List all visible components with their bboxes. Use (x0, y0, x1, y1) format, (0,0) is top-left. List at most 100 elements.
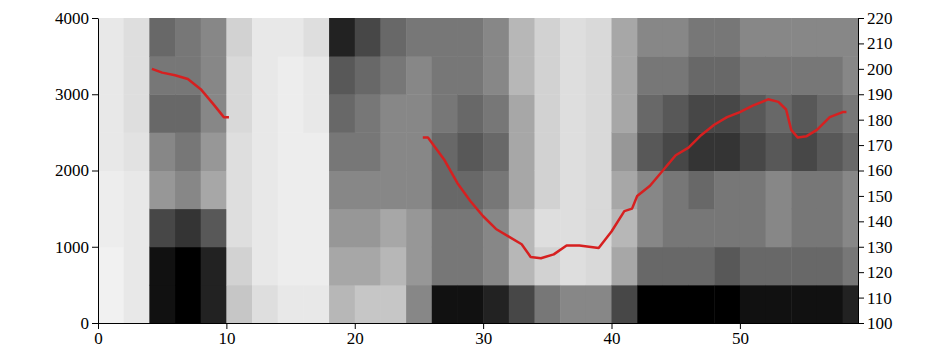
y-axis: 01000200030004000 (55, 9, 99, 333)
spectrogram-cell (483, 247, 509, 286)
y2-axis-tick-label: 190 (867, 85, 893, 104)
y2-axis-tick: 190 (858, 85, 893, 104)
spectrogram-cell (534, 56, 560, 95)
spectrogram-cell (329, 209, 355, 248)
spectrogram-cell (663, 247, 689, 286)
spectrogram-cell (766, 132, 792, 171)
y-axis-tick: 4000 (55, 9, 98, 28)
spectrogram-cell (303, 132, 329, 171)
spectrogram-cell (201, 132, 227, 171)
spectrogram-cell (791, 94, 817, 133)
spectrogram-cell (201, 94, 227, 133)
y-axis-tick-label: 4000 (55, 9, 89, 28)
spectrogram-cell (329, 94, 355, 133)
spectrogram-cell (355, 56, 381, 95)
spectrogram-cell (457, 247, 483, 286)
y2-axis-tick-label: 100 (867, 314, 893, 333)
x-axis-tick: 0 (94, 323, 103, 348)
x-axis-tick: 50 (732, 323, 749, 348)
spectrogram-cell (714, 171, 740, 210)
spectrogram-cell (432, 247, 458, 286)
spectrogram-cell (380, 132, 406, 171)
spectrogram-cell (663, 285, 689, 323)
spectrogram-cell (483, 285, 509, 323)
spectrogram-cell (252, 94, 278, 133)
y2-axis-tick-mark (858, 171, 864, 172)
y2-axis-tick-label: 120 (867, 263, 893, 282)
spectrogram-cell (586, 285, 612, 323)
spectrogram-cell (817, 132, 843, 171)
x-axis-tick: 10 (218, 323, 235, 348)
spectrogram-cell (483, 56, 509, 95)
spectrogram-cell (201, 247, 227, 286)
x-axis: 01020304050 (94, 323, 858, 348)
spectrogram-cell (740, 18, 766, 57)
plot: 0102030405001000200030004000100110120130… (55, 9, 893, 348)
spectrogram-cell (843, 56, 858, 95)
spectrogram-cell (766, 18, 792, 57)
spectrogram-cell (817, 18, 843, 57)
spectrogram-cell (355, 132, 381, 171)
spectrogram-cell (637, 94, 663, 133)
y-axis-tick-mark (92, 323, 98, 324)
spectrogram-cell (843, 132, 858, 171)
spectrogram-cell (534, 285, 560, 323)
spectrogram-cell (175, 94, 201, 133)
spectrogram-cell (740, 171, 766, 210)
y2-axis-tick-label: 180 (867, 111, 893, 130)
spectrogram-cell (612, 247, 638, 286)
spectrogram-cell (124, 247, 150, 286)
spectrogram-cell (817, 285, 843, 323)
y2-axis-tick-label: 140 (867, 212, 893, 231)
spectrogram-cell (586, 247, 612, 286)
y2-axis-tick: 210 (858, 34, 893, 53)
spectrogram-cell (817, 171, 843, 210)
spectrogram-cell (201, 56, 227, 95)
y2-axis-tick-label: 210 (867, 34, 893, 53)
spectrogram-cell (303, 171, 329, 210)
spectrogram-cell (380, 56, 406, 95)
spectrogram-cell (252, 209, 278, 248)
spectrogram-cell (509, 171, 535, 210)
spectrogram-cell (663, 18, 689, 57)
spectrogram-cell (432, 209, 458, 248)
spectrogram-cell (612, 285, 638, 323)
spectrogram-cell (509, 209, 535, 248)
y-axis-tick-mark (92, 171, 98, 172)
spectrogram-cell (406, 18, 432, 57)
spectrogram-cell (278, 171, 304, 210)
spectrogram-cell (278, 285, 304, 323)
spectrogram-cell (586, 171, 612, 210)
spectrogram-cell (586, 132, 612, 171)
y2-axis-tick-label: 130 (867, 238, 893, 257)
spectrogram-cell (175, 209, 201, 248)
spectrogram-cell (432, 18, 458, 57)
x-axis-tick: 20 (347, 323, 364, 348)
spectrogram-cell (278, 18, 304, 57)
x-axis-tick-label: 20 (347, 329, 364, 348)
y2-axis-tick: 130 (858, 238, 893, 257)
spectrogram-cell (432, 56, 458, 95)
spectrogram-cell (380, 209, 406, 248)
x-axis-tick: 40 (604, 323, 621, 348)
spectrogram-cell (226, 285, 252, 323)
x-axis-tick-label: 10 (218, 329, 235, 348)
spectrogram-cell (637, 285, 663, 323)
spectrogram-cell (355, 285, 381, 323)
spectrogram-cell (226, 209, 252, 248)
spectrogram-cell (329, 18, 355, 57)
spectrogram-cell (124, 285, 150, 323)
spectrogram-cell (201, 18, 227, 57)
spectrogram-cell (380, 94, 406, 133)
spectrogram-cell (791, 56, 817, 95)
spectrogram-cell (406, 171, 432, 210)
spectrogram-cell (175, 247, 201, 286)
spectrogram-cell (226, 56, 252, 95)
spectrogram-cell (612, 18, 638, 57)
spectrogram-cell (175, 132, 201, 171)
spectrogram-cell (98, 209, 124, 248)
spectrogram-cell (689, 18, 715, 57)
spectrogram-cell (689, 209, 715, 248)
spectrogram-cell (303, 247, 329, 286)
spectrogram-cell (817, 56, 843, 95)
